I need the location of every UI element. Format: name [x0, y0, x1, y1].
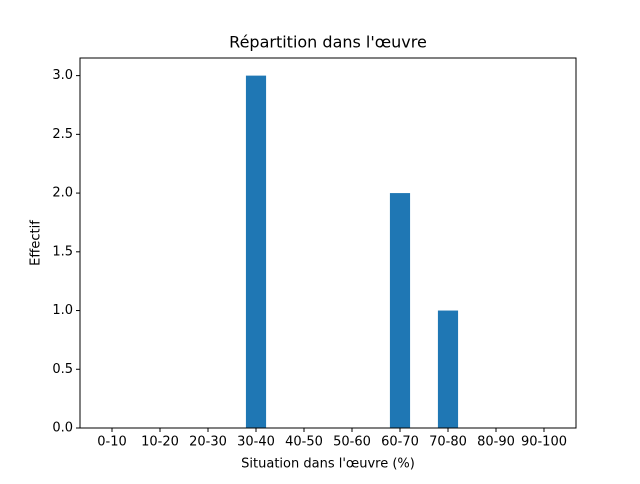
chart-title: Répartition dans l'œuvre — [229, 33, 427, 52]
y-tick-label: 0.5 — [52, 362, 73, 377]
bar — [245, 75, 267, 428]
y-axis-label: Effectif — [29, 220, 44, 266]
x-tick-label: 70-80 — [429, 435, 467, 450]
x-tick-label: 80-90 — [477, 435, 515, 450]
y-tick-label: 2.0 — [52, 186, 73, 201]
x-tick-label: 10-20 — [141, 435, 179, 450]
y-tick-label: 1.0 — [52, 303, 73, 318]
y-tick-label: 3.0 — [52, 68, 73, 83]
x-tick-label: 90-100 — [521, 435, 567, 450]
bar — [437, 310, 459, 428]
x-tick-label: 50-60 — [333, 435, 371, 450]
y-tick-label: 2.5 — [52, 127, 73, 142]
x-tick-label: 20-30 — [189, 435, 227, 450]
x-tick-label: 30-40 — [237, 435, 275, 450]
bar — [389, 193, 411, 428]
x-tick-label: 60-70 — [381, 435, 419, 450]
x-axis-label: Situation dans l'œuvre (%) — [241, 457, 415, 472]
y-tick-label: 1.5 — [52, 244, 73, 259]
x-tick-label: 40-50 — [285, 435, 323, 450]
x-tick-label: 0-10 — [97, 435, 127, 450]
plot-frame — [79, 57, 577, 429]
y-tick-label: 0.0 — [52, 421, 73, 436]
